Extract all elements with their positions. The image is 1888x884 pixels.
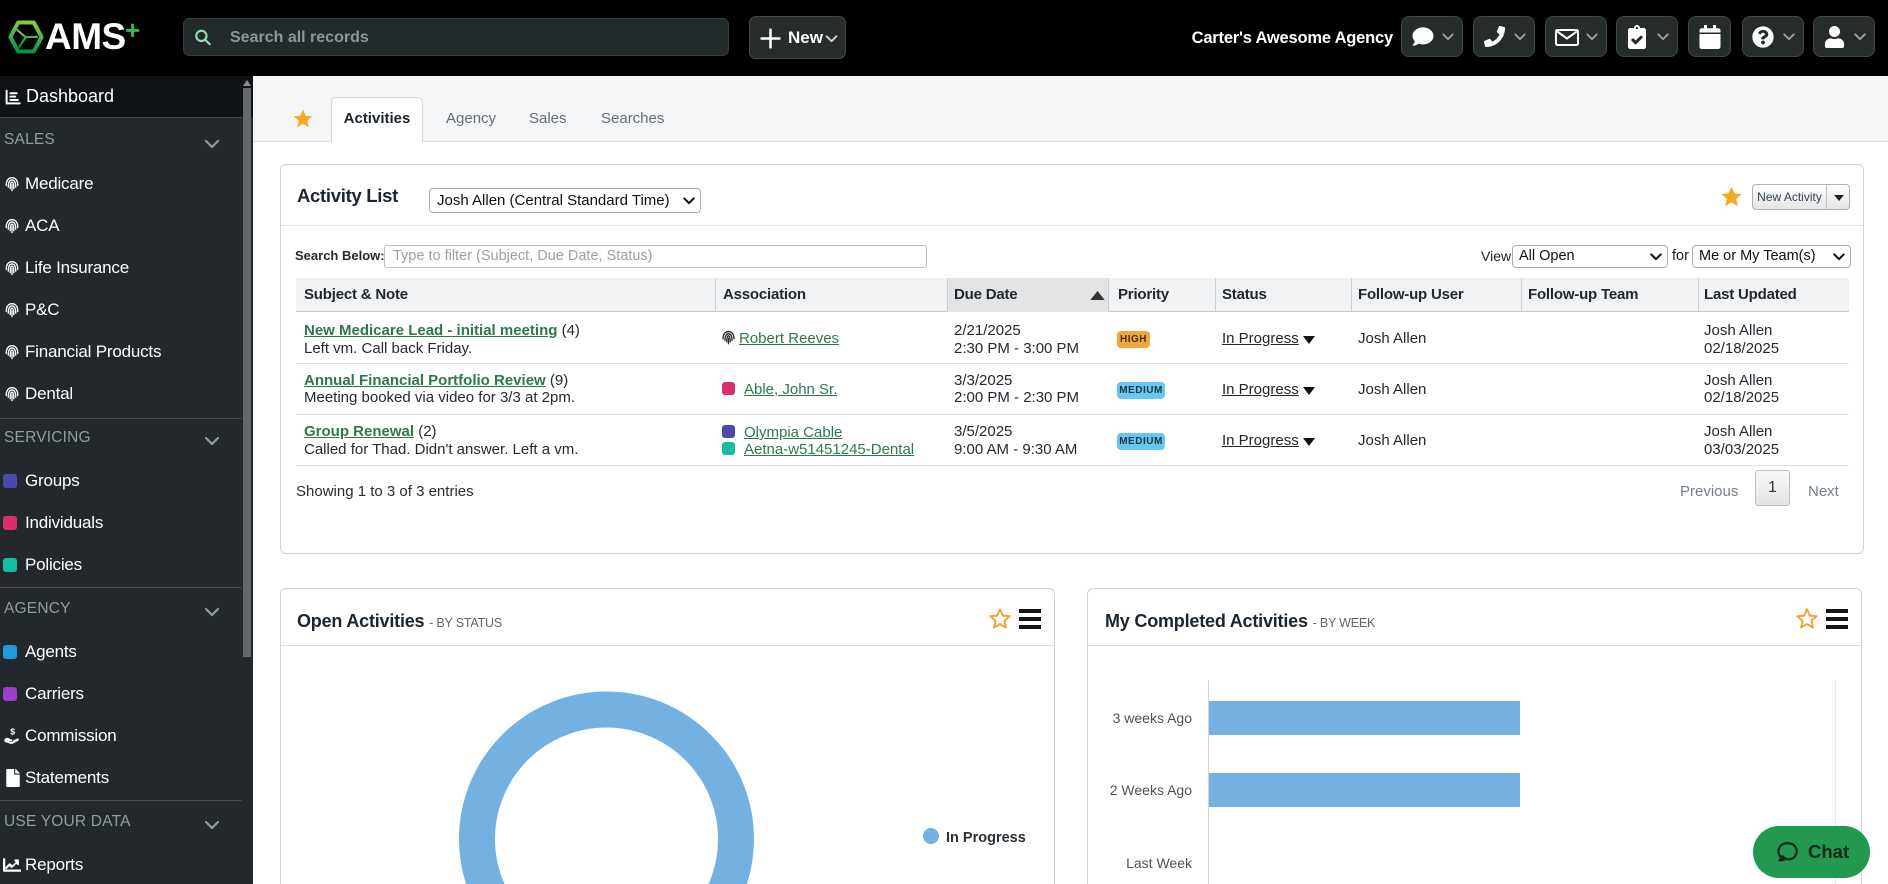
svg-text:In Progress: In Progress bbox=[946, 830, 1026, 846]
svg-text:$: $ bbox=[10, 727, 15, 737]
